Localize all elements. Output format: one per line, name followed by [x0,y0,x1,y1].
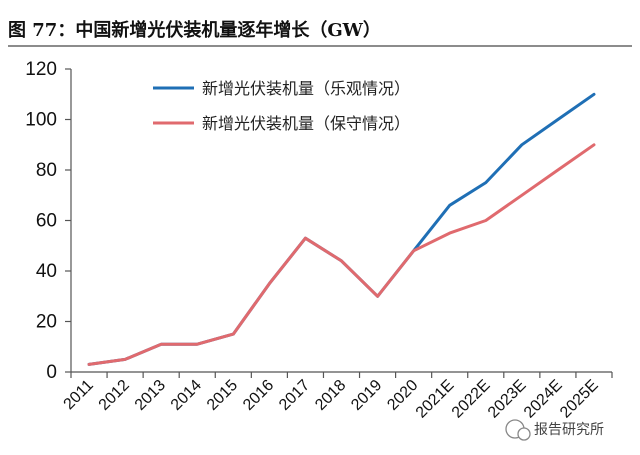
watermark-text: 报告研究所 [534,422,604,438]
x-tick-label: 2025E [557,377,602,422]
y-tick-label: 120 [25,59,57,80]
watermark: 报告研究所 [505,419,604,441]
y-tick-label: 0 [46,362,57,383]
x-tick-label: 2016 [240,377,277,414]
x-tick-label: 2013 [132,377,169,414]
x-tick-label: 2014 [168,377,205,414]
x-tick-label: 2012 [96,377,133,414]
y-tick-label: 40 [36,261,57,282]
x-tick-label: 2024E [521,377,566,422]
chart-lines [87,92,596,366]
series-line-conservative [87,143,596,366]
legend-label-optimistic: 新增光伏装机量（乐观情况） [202,79,410,98]
x-tick-label: 2023E [485,377,530,422]
y-tick-label: 20 [36,312,57,333]
figure-title: 图 77：中国新增光伏装机量逐年增长（GW） [8,19,381,41]
x-tick-label: 2018 [312,377,349,414]
x-tick-label: 2021E [413,377,458,422]
wechat-icon-small [517,427,531,441]
y-tick-label: 100 [25,110,57,131]
series-line-optimistic [87,92,596,366]
legend-label-conservative: 新增光伏装机量（保守情况） [202,114,410,133]
x-tick-label: 2017 [276,377,313,414]
x-tick-label: 2011 [61,377,97,413]
x-tick-label: 2022E [449,377,494,422]
x-tick-label: 2015 [204,377,241,414]
y-tick-label: 80 [36,160,57,181]
chart-legend: 新增光伏装机量（乐观情况） 新增光伏装机量（保守情况） [153,79,410,133]
y-tick-label: 60 [36,211,57,232]
x-tick-label: 2019 [348,377,385,414]
